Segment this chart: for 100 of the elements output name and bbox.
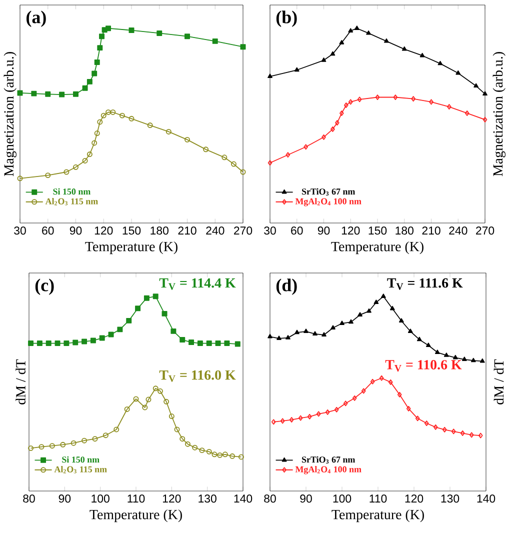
point xyxy=(304,144,308,150)
x-tick-label: 180 xyxy=(150,226,168,235)
x-tick-label: 100 xyxy=(333,494,352,503)
y-axis-title: dM / dT xyxy=(16,359,26,404)
point xyxy=(420,52,425,58)
x-tick-label: 140 xyxy=(234,494,252,503)
chart-title: (d) xyxy=(276,278,297,295)
point xyxy=(452,354,458,360)
point xyxy=(60,442,66,448)
legend-label: SrTiO$_{3}$ 67 nm xyxy=(302,456,356,464)
point xyxy=(384,38,389,43)
x-tick-label: 90 xyxy=(318,226,330,235)
point xyxy=(73,164,78,170)
point xyxy=(426,342,431,347)
point xyxy=(286,152,290,158)
point xyxy=(294,330,300,334)
x-axis-title: Temperature (K) xyxy=(331,241,424,254)
point xyxy=(97,119,103,125)
point xyxy=(170,328,176,334)
legend-label: Al$_{2}$O$_{3}$ 115 nm xyxy=(54,466,107,474)
point xyxy=(340,110,344,116)
x-tick-label: 90 xyxy=(300,494,312,503)
point xyxy=(424,420,429,426)
point xyxy=(94,130,100,136)
point xyxy=(316,411,321,417)
point xyxy=(142,404,148,410)
point xyxy=(64,340,70,346)
point xyxy=(168,414,174,419)
point xyxy=(46,340,52,346)
point xyxy=(184,136,190,142)
x-tick-label: 90 xyxy=(70,226,82,235)
point xyxy=(312,331,318,336)
point xyxy=(215,340,221,346)
point xyxy=(451,428,456,434)
point xyxy=(438,60,443,66)
point xyxy=(406,406,411,412)
point xyxy=(128,28,134,34)
x-axis-title: Temperature (K) xyxy=(85,241,178,254)
point xyxy=(128,116,134,122)
point xyxy=(49,443,55,449)
x-tick-label: 270 xyxy=(476,226,494,235)
point xyxy=(361,388,366,394)
x-tick-label: 120 xyxy=(342,226,360,235)
point xyxy=(82,338,88,344)
point xyxy=(100,112,106,118)
point xyxy=(59,92,65,98)
point xyxy=(464,110,470,116)
point xyxy=(164,398,170,404)
point xyxy=(222,154,228,160)
point xyxy=(126,318,132,324)
point xyxy=(82,438,88,444)
point xyxy=(72,340,78,346)
point xyxy=(38,444,44,450)
point xyxy=(434,350,440,354)
point xyxy=(402,46,407,51)
point xyxy=(234,341,240,347)
point xyxy=(444,352,449,357)
point xyxy=(398,318,404,322)
x-tick-label: 150 xyxy=(368,226,387,235)
x-tick-label: 60 xyxy=(42,226,54,235)
point xyxy=(158,388,163,394)
point xyxy=(390,306,395,310)
point xyxy=(474,83,478,88)
point xyxy=(447,104,452,110)
point xyxy=(36,340,42,346)
y2-axis-title: dM / dT xyxy=(494,359,504,404)
point xyxy=(354,26,360,30)
point xyxy=(388,379,393,385)
point xyxy=(102,432,108,438)
y2-axis-title: Magnetization (arb.u.) xyxy=(492,52,506,176)
annotation: T$_{V}$ = 116.0 K xyxy=(159,370,236,382)
point xyxy=(188,340,194,346)
point xyxy=(99,34,105,40)
point xyxy=(108,332,114,338)
point xyxy=(321,58,326,62)
point xyxy=(117,326,123,332)
point xyxy=(28,340,34,346)
point xyxy=(224,340,230,346)
point xyxy=(97,45,103,51)
point xyxy=(352,395,357,401)
legend-label: Si 150 nm xyxy=(62,456,100,463)
x-tick-label: 240 xyxy=(449,226,468,235)
x-tick-label: 100 xyxy=(92,494,110,503)
point xyxy=(411,96,416,102)
point xyxy=(433,424,438,430)
point xyxy=(45,91,51,97)
x-tick-label: 90 xyxy=(58,494,71,503)
legend-label: Si 150 nm xyxy=(53,188,90,195)
point xyxy=(408,328,413,333)
y-axis-title: Magnetization (arb.u.) xyxy=(4,52,16,176)
x-tick-label: 110 xyxy=(128,494,145,503)
point xyxy=(206,340,212,346)
point xyxy=(184,441,190,447)
point xyxy=(152,294,158,300)
point xyxy=(217,452,223,458)
point xyxy=(370,378,375,384)
point xyxy=(330,325,336,330)
chart-title: (b) xyxy=(276,10,297,27)
point xyxy=(416,336,422,342)
point xyxy=(462,356,467,362)
